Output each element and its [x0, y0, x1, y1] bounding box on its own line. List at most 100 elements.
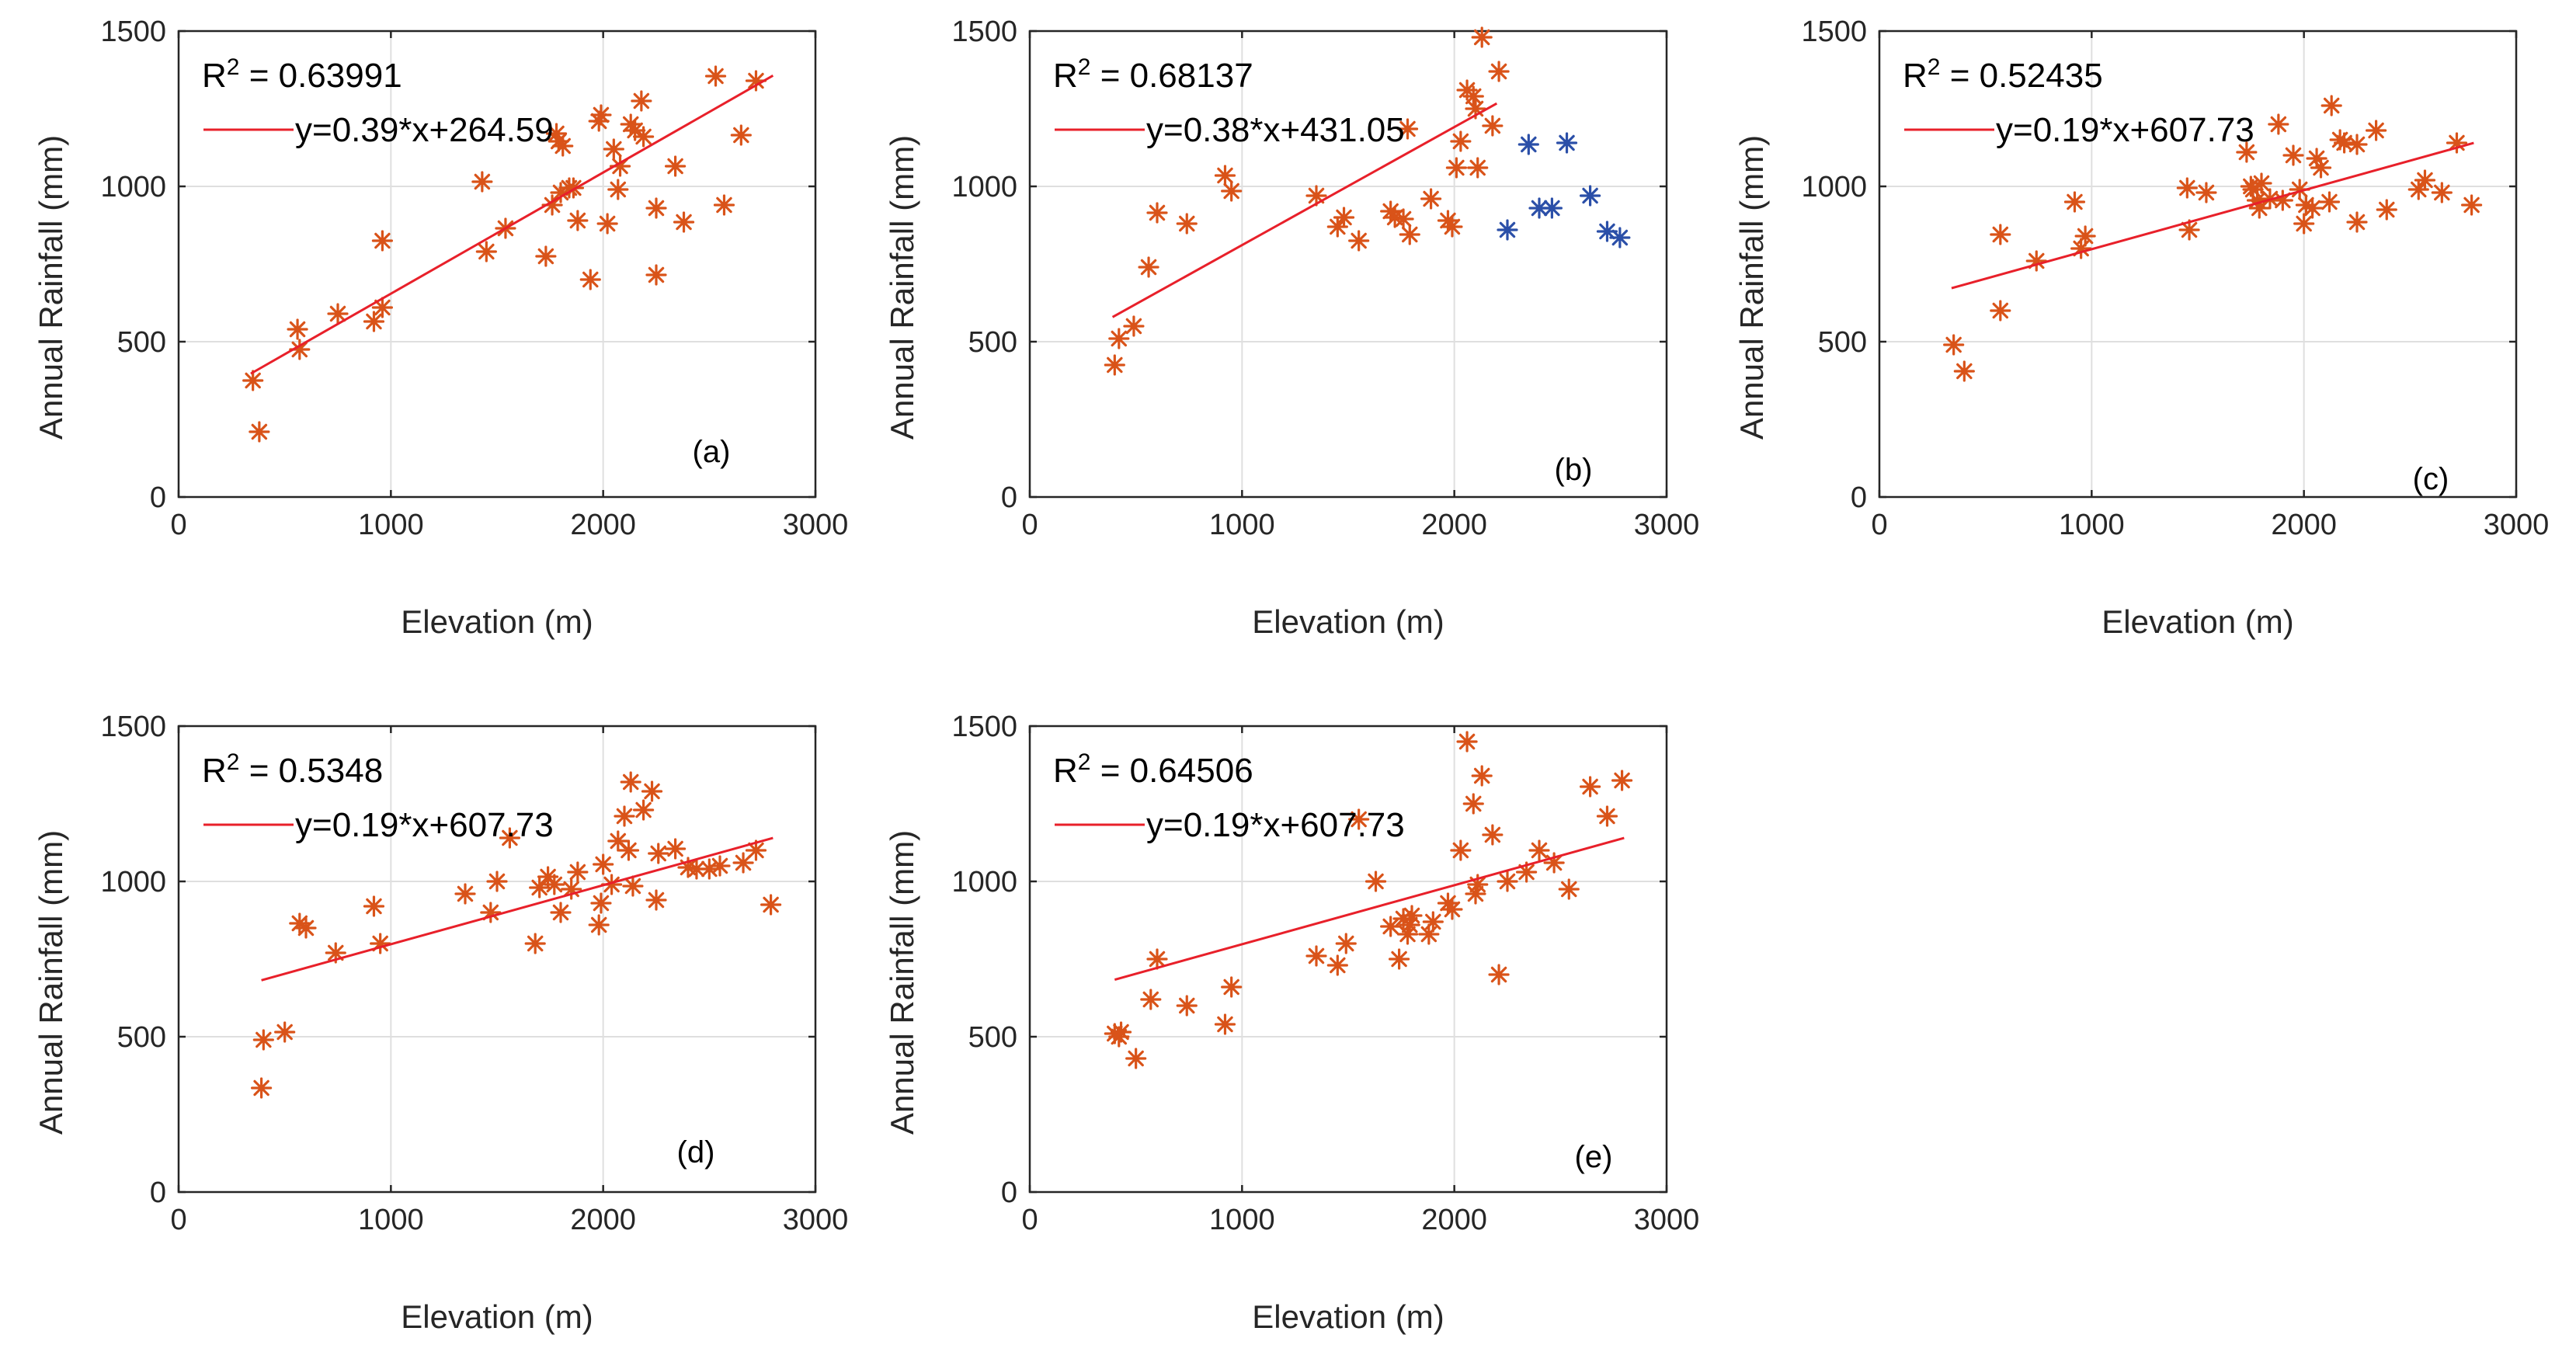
data-point [1123, 315, 1145, 337]
data-point [363, 311, 385, 332]
data-point [2407, 179, 2429, 200]
data-point [601, 874, 623, 895]
data-point [1943, 334, 1965, 356]
data-point [2176, 177, 2198, 199]
data-point [614, 805, 635, 827]
data-point [541, 194, 563, 216]
x-tick-label: 2000 [2271, 509, 2337, 541]
data-point [1399, 224, 1420, 245]
chart-panel-a: 0 1000 2000 3000 0 500 1000 1500 Annual Rainfal… [33, 16, 848, 640]
data-point [2431, 182, 2453, 203]
data-point [2251, 172, 2272, 194]
panel-label: (b) [1555, 453, 1593, 487]
data-point [567, 210, 589, 231]
data-point [1497, 871, 1518, 892]
data-point [327, 303, 349, 325]
data-point [620, 113, 641, 135]
x-tick-label: 3000 [1634, 1204, 1700, 1236]
y-tick-label: 500 [117, 326, 166, 359]
data-point [1558, 878, 1580, 900]
data-point [713, 194, 735, 216]
data-point [1221, 976, 1243, 998]
data-point [1305, 185, 1327, 207]
chart-panel-d: 0 1000 2000 3000 0 500 1000 1500 Annual Rainfal… [33, 711, 848, 1335]
data-point [1471, 26, 1493, 48]
data-point [617, 839, 640, 861]
data-point [1384, 207, 1406, 228]
axes-box [177, 725, 817, 1194]
data-point [1441, 898, 1463, 920]
data-point [1437, 892, 1459, 914]
data-point [745, 70, 767, 92]
data-point [1482, 115, 1504, 137]
data-point [645, 197, 667, 219]
x-tick-label: 1000 [1209, 509, 1275, 541]
regression-line [250, 75, 774, 375]
data-point-group-b [1556, 132, 1578, 154]
data-point [535, 245, 557, 267]
data-point [1543, 852, 1565, 874]
data-point [645, 264, 667, 286]
data-point [370, 933, 391, 954]
data-point [1422, 911, 1444, 933]
data-point [552, 135, 574, 157]
data-point [624, 120, 646, 141]
data-point [242, 370, 264, 391]
data-point [1176, 213, 1198, 235]
data-point [633, 126, 655, 148]
data-point [633, 799, 655, 821]
data-point [1467, 874, 1489, 895]
data-point [1465, 883, 1486, 905]
data-point [1364, 871, 1387, 892]
fit-equation-legend: y=0.39*x+264.59 [295, 111, 554, 149]
chart-panel-b: 0 1000 2000 3000 0 500 1000 1500 Annual Rainfal… [884, 16, 1699, 640]
x-tick-label: 1000 [2059, 509, 2125, 541]
data-point [371, 297, 393, 318]
data-point [2272, 189, 2293, 211]
data-point [486, 871, 508, 892]
data-point [2310, 157, 2332, 179]
data-point [562, 177, 584, 199]
data-point [1441, 216, 1463, 238]
data-point [1348, 230, 1370, 252]
data-point [1326, 954, 1348, 976]
data-point [529, 877, 551, 898]
data-point [588, 914, 610, 936]
plot-area: 0 1000 2000 3000 0 500 1000 1500 [951, 16, 1699, 541]
x-tick-label: 2000 [570, 509, 636, 541]
data-point [1108, 1026, 1130, 1048]
data-point [622, 875, 644, 897]
data-point [1953, 360, 1975, 382]
data-point [673, 211, 695, 233]
data-point [1214, 1013, 1236, 1035]
x-tick-label: 3000 [783, 1204, 849, 1236]
data-point-group-b [1580, 185, 1601, 207]
data-point [454, 883, 476, 905]
x-tick-label: 2000 [1421, 509, 1487, 541]
data-point [1580, 776, 1601, 798]
data-point [760, 894, 782, 916]
x-tick-label: 0 [170, 509, 186, 541]
data-point [1596, 805, 1618, 827]
data-point [2414, 169, 2436, 191]
data-point [1333, 207, 1355, 228]
data-point [2293, 213, 2315, 235]
y-tick-label: 1000 [100, 866, 166, 898]
data-point [1516, 861, 1538, 883]
y-tick-label: 0 [1851, 481, 1867, 514]
data-point [524, 933, 546, 954]
y-tick-label: 1500 [100, 16, 166, 48]
data-point [1214, 165, 1236, 186]
data-point [620, 771, 641, 793]
data-point [1450, 130, 1472, 152]
x-tick-label: 2000 [1421, 1204, 1487, 1236]
data-point [730, 124, 752, 146]
data-point [641, 780, 663, 802]
x-axis-title: Elevation (m) [401, 1298, 593, 1335]
x-tick-label: 0 [1021, 1204, 1038, 1236]
data-point [2318, 191, 2341, 213]
data-point-group-b [1528, 197, 1550, 219]
data-point [645, 889, 667, 911]
data-point [1348, 808, 1370, 830]
x-tick-label: 1000 [358, 1204, 424, 1236]
